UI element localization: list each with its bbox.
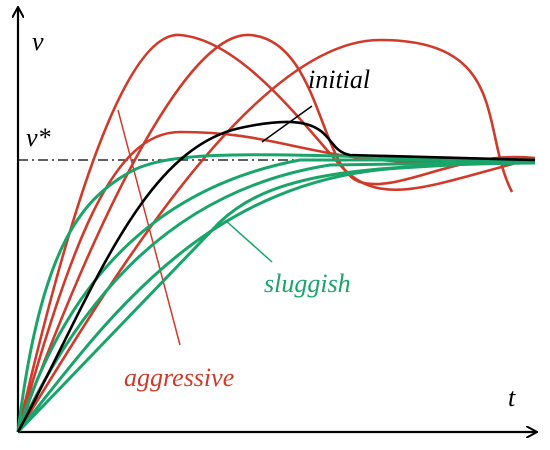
aggressive-curves bbox=[16, 33, 536, 433]
sluggish-pointer bbox=[224, 219, 273, 263]
initial-pointer bbox=[261, 105, 313, 143]
initial-curve bbox=[16, 120, 536, 433]
red-curve bbox=[16, 33, 536, 433]
red-curve bbox=[16, 38, 514, 433]
sluggish-label: sluggish bbox=[264, 269, 351, 298]
setpoint-label: v* bbox=[26, 123, 51, 152]
green-curve bbox=[16, 158, 535, 433]
green-curve bbox=[16, 161, 536, 434]
aggressive-label: aggressive bbox=[124, 363, 234, 392]
green-curve bbox=[16, 153, 536, 433]
sluggish-curves bbox=[16, 153, 536, 434]
y-axis-label: v bbox=[32, 27, 44, 56]
red-curve bbox=[16, 33, 536, 433]
initial-label: initial bbox=[308, 65, 370, 94]
axes bbox=[18, 8, 536, 432]
green-curve bbox=[16, 158, 536, 433]
x-axis-label: t bbox=[508, 383, 516, 412]
initial-curve-group bbox=[16, 105, 536, 433]
